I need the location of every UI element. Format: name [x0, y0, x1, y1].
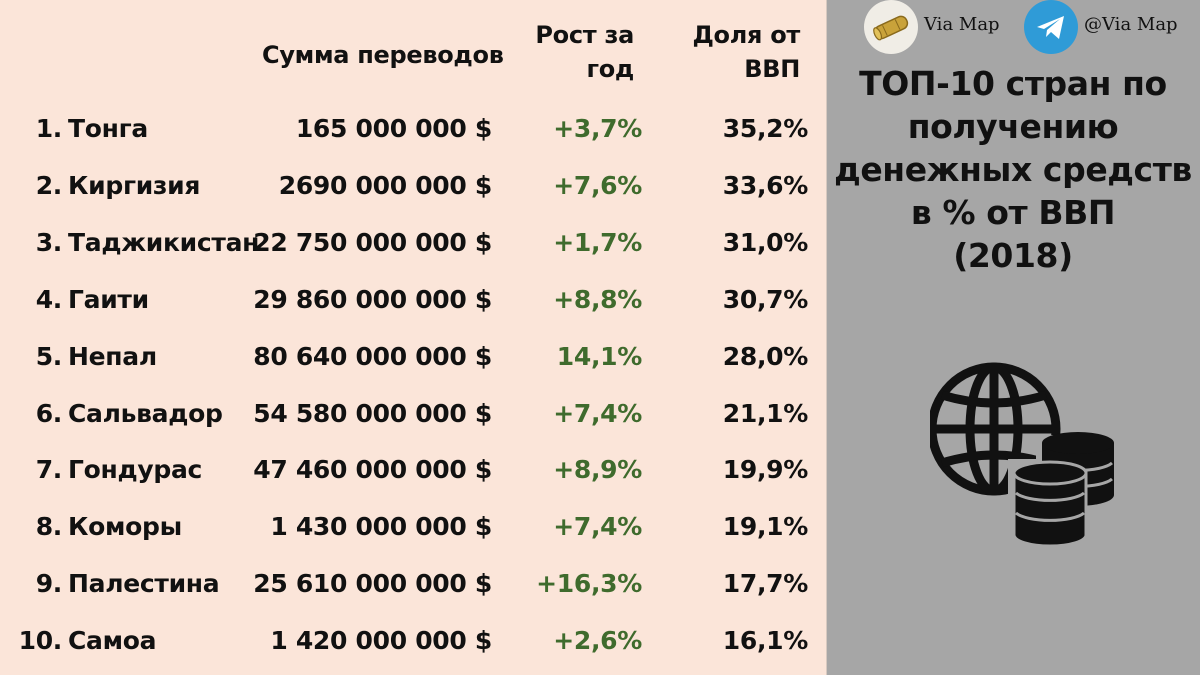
sum-cell: 47 460 000 000 $	[253, 455, 492, 485]
sum-cell: 1 420 000 000 $	[270, 626, 492, 656]
table-row: 3. Таджикистан 22 750 000 000 $ +1,7% 31,0%	[0, 223, 826, 263]
share-cell: 19,1%	[722, 512, 809, 542]
country-cell: Сальвадор	[68, 398, 223, 428]
rank-cell: 10.	[18, 626, 63, 656]
header-share-line1: Доля от	[692, 21, 800, 49]
page-title: ТОП-10 стран по получению денежных средс…	[826, 62, 1200, 277]
country-cell: Киргизия	[68, 170, 201, 200]
growth-cell: +8,8%	[553, 284, 642, 314]
side-panel	[826, 0, 1200, 675]
share-cell: 31,0%	[722, 227, 809, 257]
coin-stack-icon	[1008, 432, 1114, 555]
sum-cell: 80 640 000 000 $	[253, 341, 492, 371]
table-row: 7. Гондурас 47 460 000 000 $ +8,9% 19,9%	[0, 450, 826, 490]
table-panel: Сумма переводов Рост за год Доля от ВВП …	[0, 0, 826, 675]
rank-cell: 3.	[35, 227, 63, 257]
country-cell: Самоа	[68, 626, 157, 656]
rank-cell: 6.	[35, 398, 63, 428]
sum-cell: 165 000 000 $	[295, 114, 492, 143]
via-map-logo	[864, 0, 918, 54]
growth-cell: +1,7%	[553, 227, 642, 257]
sum-cell: 2690 000 000 $	[278, 170, 493, 200]
share-cell: 21,1%	[722, 398, 809, 428]
table-row: 6. Сальвадор 54 580 000 000 $ +7,4% 21,1%	[0, 394, 826, 434]
title-line-3: денежных средств	[834, 150, 1192, 189]
growth-cell: +8,9%	[553, 455, 642, 485]
country-cell: Таджикистан	[68, 227, 260, 257]
share-cell: 19,9%	[722, 455, 809, 485]
table-row: 4. Гаити 29 860 000 000 $ +8,8% 30,7%	[0, 280, 826, 320]
sum-cell: 29 860 000 000 $	[253, 284, 492, 314]
share-cell: 16,1%	[722, 626, 809, 656]
sum-cell: 22 750 000 000 $	[253, 227, 492, 257]
globe-icon	[930, 362, 1061, 496]
country-cell: Тонга	[68, 114, 148, 143]
table-row: 5. Непал 80 640 000 000 $ 14,1% 28,0%	[0, 337, 826, 377]
share-cell: 35,2%	[722, 114, 809, 143]
header-growth-line2: год	[586, 55, 634, 83]
growth-cell: +7,6%	[553, 170, 642, 200]
title-line-5: (2018)	[953, 236, 1073, 275]
via-map-label: Via Map	[924, 14, 1000, 35]
share-cell: 30,7%	[722, 284, 809, 314]
telegram-logo	[1024, 0, 1078, 54]
telegram-label: @Via Map	[1084, 14, 1178, 35]
header-share: Доля от ВВП	[680, 18, 800, 86]
share-cell: 33,6%	[722, 170, 809, 200]
table-row: 1. Тонга 165 000 000 $ +3,7% 35,2%	[0, 109, 826, 149]
header-sum: Сумма переводов	[262, 41, 504, 69]
growth-cell: +3,7%	[553, 114, 642, 143]
growth-cell: +16,3%	[536, 569, 642, 599]
globe-coins-illustration	[930, 362, 1114, 555]
sum-cell: 54 580 000 000 $	[253, 398, 492, 428]
country-cell: Непал	[68, 341, 157, 371]
share-cell: 28,0%	[722, 341, 809, 371]
share-cell: 17,7%	[722, 569, 809, 599]
rank-cell: 4.	[35, 284, 63, 314]
header-growth-line1: Рост за	[535, 21, 634, 49]
table-row: 10. Самоа 1 420 000 000 $ +2,6% 16,1%	[0, 621, 826, 661]
table-row: 8. Коморы 1 430 000 000 $ +7,4% 19,1%	[0, 507, 826, 547]
scroll-icon	[873, 15, 909, 41]
sum-cell: 1 430 000 000 $	[270, 512, 492, 542]
telegram-icon	[1037, 16, 1064, 39]
rank-cell: 7.	[35, 455, 63, 485]
rank-cell: 2.	[35, 170, 63, 200]
table-row: 9. Палестина 25 610 000 000 $ +16,3% 17,7%	[0, 564, 826, 604]
rank-cell: 1.	[35, 114, 63, 143]
title-line-1: ТОП-10 стран по	[859, 64, 1167, 103]
title-line-4: в % от ВВП	[910, 193, 1116, 232]
header-share-line2: ВВП	[744, 55, 800, 83]
rank-cell: 9.	[35, 569, 63, 599]
country-cell: Палестина	[68, 569, 220, 599]
rank-cell: 5.	[35, 341, 63, 371]
country-cell: Гондурас	[68, 455, 203, 485]
rank-cell: 8.	[35, 512, 63, 542]
table-row: 2. Киргизия 2690 000 000 $ +7,6% 33,6%	[0, 166, 826, 206]
growth-cell: +7,4%	[553, 398, 642, 428]
header-growth: Рост за год	[520, 18, 634, 86]
growth-cell: +2,6%	[553, 626, 642, 656]
growth-cell: 14,1%	[556, 341, 643, 371]
title-line-2: получению	[907, 107, 1119, 146]
growth-cell: +7,4%	[553, 512, 642, 542]
sum-cell: 25 610 000 000 $	[253, 569, 492, 599]
country-cell: Гаити	[68, 284, 149, 314]
country-cell: Коморы	[68, 512, 182, 542]
